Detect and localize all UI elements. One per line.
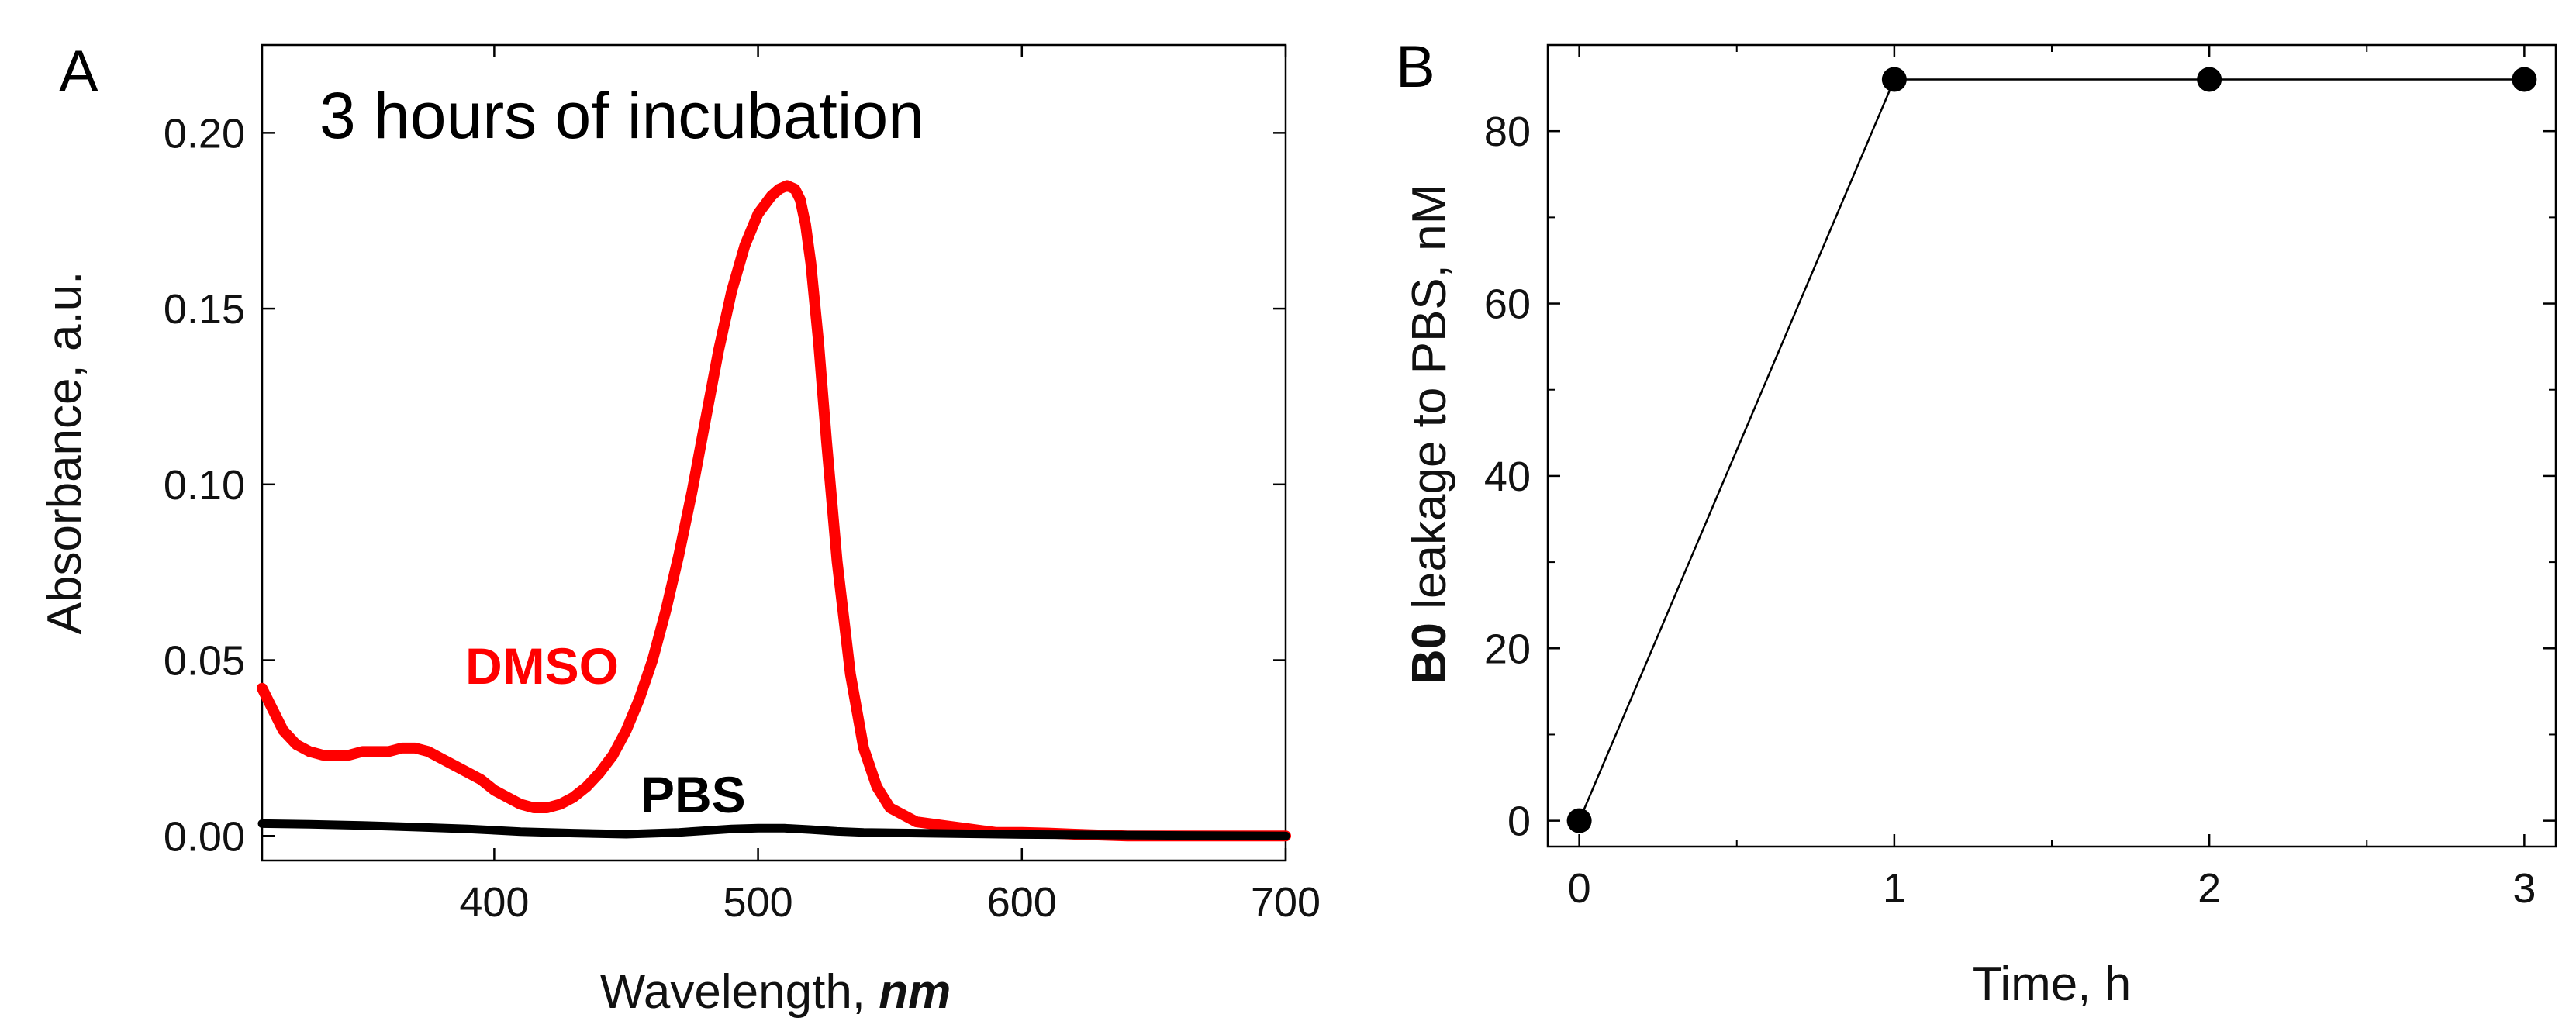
panel-a-x-tick-label: 700 xyxy=(1251,879,1321,926)
panel-a-y-tick-label: 0.00 xyxy=(164,813,245,860)
panel-b-y-tick-label: 20 xyxy=(1484,626,1531,672)
panel-b-x-axis-title: Time, h xyxy=(1973,957,2131,1011)
panel-a-y-tick-label: 0.20 xyxy=(164,110,245,157)
panel-b-data-point xyxy=(1566,808,1592,833)
panel-b-letter: B xyxy=(1396,34,1435,100)
panel-b-y-axis-title: B0 leakage to PBS, nM xyxy=(1403,185,1456,684)
panel-b-x-tick-label: 3 xyxy=(2512,865,2536,912)
panel-a-plot-frame xyxy=(261,43,1287,862)
panel-a-y-axis-title: Absorbance, a.u. xyxy=(38,271,92,635)
panel-a-y-tick-label: 0.05 xyxy=(164,638,245,685)
panel-b-y-tick-label: 40 xyxy=(1484,454,1531,500)
panel-b-ticks: 0 1 2 3 0 20 40 60 80 xyxy=(1484,45,2556,912)
panel-a-x-tick-label: 500 xyxy=(723,879,793,926)
panel-b-x-tick-label: 2 xyxy=(2198,865,2221,912)
panel-a-letter: A xyxy=(59,39,98,105)
panel-a-x-axis-unit: nm xyxy=(879,965,951,1019)
panel-b-x-tick-label: 0 xyxy=(1568,865,1591,912)
panel-a-x-tick-label: 400 xyxy=(459,879,529,926)
panel-a-y-tick-label: 0.10 xyxy=(164,462,245,509)
panel-a: A 400 500 600 700 0.00 0.05 0.10 0.15 0.20 3 hou… xyxy=(38,39,1321,1019)
panel-a-series-line-pbs xyxy=(257,819,1290,840)
panel-b-y-axis-title-bold: B0 xyxy=(1403,623,1456,684)
panel-b-data-point xyxy=(2197,67,2222,92)
panel-b-x-tick-label: 1 xyxy=(1883,865,1906,912)
panel-b-plot-frame xyxy=(1546,43,2557,848)
panel-b-y-tick-label: 0 xyxy=(1507,799,1531,845)
panel-b: B 0 1 2 3 0 20 40 60 80 Time, h B0 leakage to PB… xyxy=(1396,34,2557,1011)
panel-a-ticks: 400 500 600 700 0.00 0.05 0.10 0.15 0.20 xyxy=(164,45,1321,926)
panel-b-series xyxy=(1566,67,2537,833)
series-label-pbs: PBS xyxy=(641,766,746,823)
panel-b-data-point xyxy=(1881,67,1907,92)
panel-b-y-axis-title-text: leakage to PBS, nM xyxy=(1403,185,1456,609)
panel-a-y-tick-label: 0.15 xyxy=(164,286,245,333)
panel-b-data-point xyxy=(2512,67,2537,92)
panel-b-series-line-b0-leakage xyxy=(1578,78,2526,822)
panel-b-y-tick-label: 60 xyxy=(1484,281,1531,328)
panel-a-annotation: 3 hours of incubation xyxy=(319,79,924,152)
series-label-dmso: DMSO xyxy=(465,637,619,695)
panel-b-y-tick-label: 80 xyxy=(1484,109,1531,155)
panel-a-x-tick-label: 600 xyxy=(987,879,1057,926)
panel-a-series-line-dmso xyxy=(257,180,1291,842)
panel-a-series xyxy=(257,180,1291,842)
panel-a-x-axis-title: Wavelength, nm xyxy=(600,965,951,1019)
panel-a-x-axis-title-text: Wavelength, xyxy=(600,965,865,1019)
